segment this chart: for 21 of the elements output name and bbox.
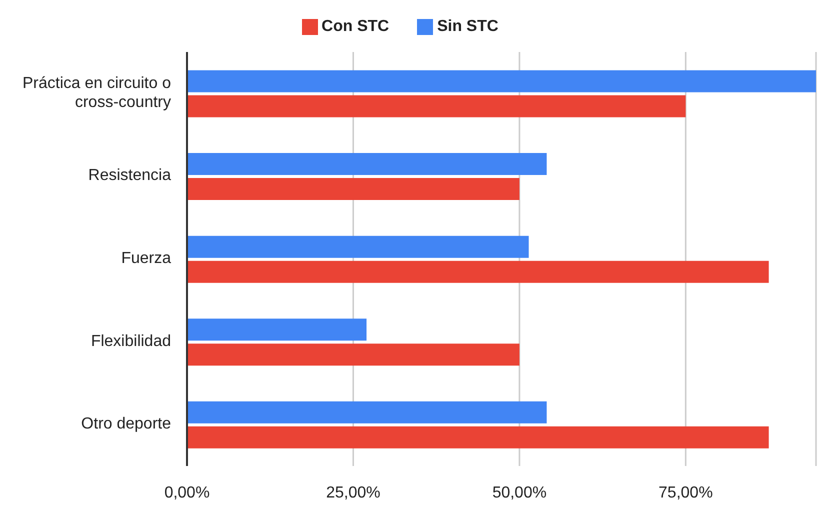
x-tick-label: 50,00% — [492, 484, 547, 502]
bar — [187, 344, 520, 366]
bar — [187, 236, 529, 258]
bar — [187, 318, 367, 341]
bar — [187, 401, 547, 424]
x-tick-label: 25,00% — [326, 484, 380, 502]
bar — [187, 260, 769, 283]
bar — [187, 95, 686, 118]
bar — [187, 178, 520, 200]
legend-label: Sin STC — [437, 18, 498, 35]
y-tick-label: Práctica en circuito o cross-country — [22, 75, 172, 112]
bar — [187, 426, 769, 448]
y-tick-label: Fuerza — [121, 250, 172, 268]
y-tick-label: Resistencia — [88, 167, 172, 184]
bar — [187, 70, 816, 92]
bar — [187, 153, 547, 176]
x-tick-label: 0,00% — [164, 484, 210, 502]
y-tick-label: Flexibilidad — [90, 333, 171, 350]
legend-label: Con STC — [322, 18, 390, 35]
x-tick-label: 75,00% — [658, 484, 713, 502]
y-tick-label: Otro deporte — [81, 416, 172, 433]
